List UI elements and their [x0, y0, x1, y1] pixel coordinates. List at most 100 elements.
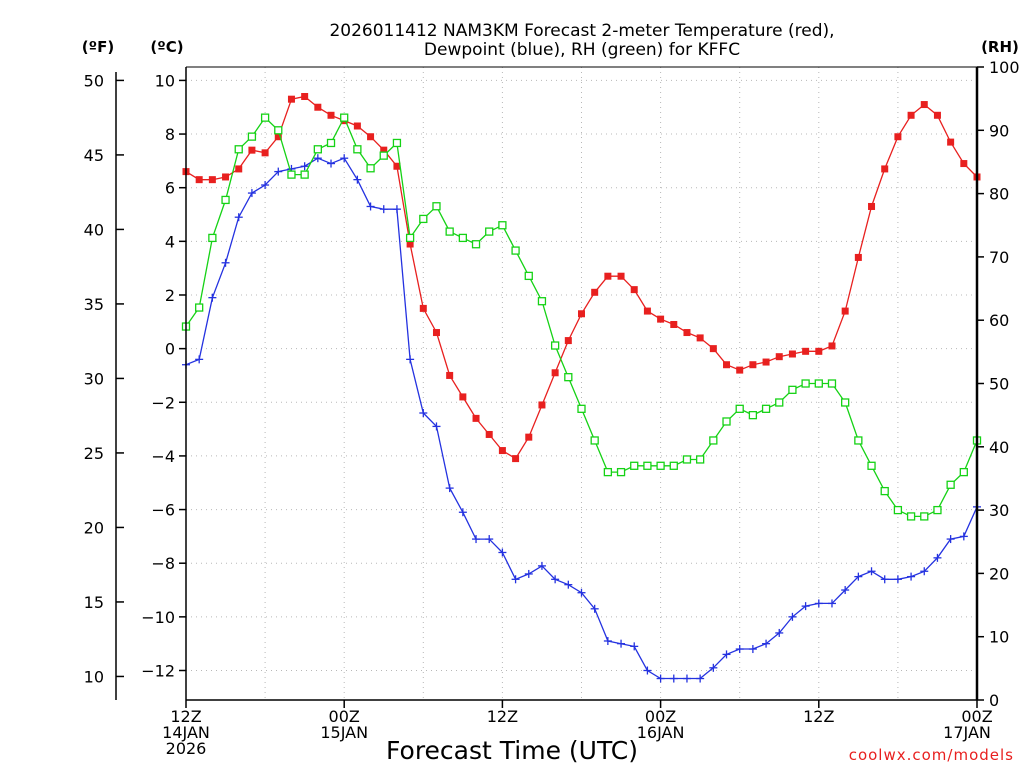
- dewpoint-point: [656, 674, 665, 683]
- rh-point: [511, 246, 520, 255]
- rh-point: [630, 461, 639, 470]
- temperature-point: [828, 342, 836, 350]
- rh-point: [590, 436, 599, 445]
- rh-point: [326, 138, 336, 148]
- rh-point: [340, 113, 349, 122]
- rh-tick-label: 30: [989, 501, 1009, 520]
- dewpoint-point: [907, 572, 916, 581]
- celsius-tick-label: −8: [151, 554, 175, 573]
- temperature-point: [222, 173, 230, 181]
- rh-tick-label: 40: [989, 438, 1009, 457]
- temperature-point: [947, 138, 955, 146]
- rh-point: [195, 303, 204, 312]
- celsius-unit-label: (ºC): [150, 38, 183, 56]
- rh-point: [801, 379, 810, 388]
- temperature-point: [327, 111, 335, 119]
- dewpoint-point: [696, 674, 705, 683]
- dewpoint-point: [195, 355, 204, 364]
- dewpoint-point: [472, 535, 481, 544]
- dewpoint-point: [511, 575, 520, 584]
- dewpoint-point: [788, 612, 797, 621]
- temperature-point: [406, 240, 414, 248]
- dewpoint-point: [814, 599, 823, 608]
- rh-point: [656, 461, 665, 470]
- dewpoint-point: [920, 567, 929, 576]
- celsius-tick-label: 10: [155, 71, 175, 90]
- fahrenheit-tick-label: 30: [84, 369, 104, 388]
- temperature-point: [788, 350, 796, 358]
- temperature-point: [393, 162, 401, 170]
- temperature-point: [643, 307, 651, 315]
- dewpoint-point: [379, 205, 388, 214]
- temperature-point: [459, 393, 467, 401]
- temperature-point: [749, 361, 757, 369]
- dewpoint-point: [590, 604, 599, 613]
- temperature-point: [670, 320, 678, 328]
- rh-point: [208, 233, 217, 243]
- rh-point: [366, 164, 375, 173]
- celsius-tick-label: 0: [165, 340, 175, 359]
- temperature-point: [578, 310, 585, 318]
- dewpoint-point: [762, 639, 771, 648]
- rh-point: [485, 227, 494, 236]
- temperature-point: [723, 361, 731, 369]
- temperature-point: [762, 358, 770, 366]
- rh-point: [880, 486, 889, 496]
- dewpoint-point: [959, 532, 968, 541]
- fahrenheit-unit-label: (ºF): [82, 38, 114, 56]
- rh-tick-label: 90: [989, 121, 1009, 140]
- dewpoint-point: [261, 181, 270, 190]
- celsius-tick-label: −10: [141, 608, 175, 627]
- rh-point: [537, 297, 547, 306]
- rh-point: [564, 373, 573, 382]
- rh-point: [379, 151, 388, 160]
- fahrenheit-tick-label: 15: [84, 593, 104, 612]
- dewpoint-point: [617, 639, 626, 648]
- temperature-point: [920, 101, 928, 109]
- dewpoint-point: [735, 645, 744, 654]
- credit-text: coolwx.com/models: [849, 746, 1014, 764]
- x-tick-label: 00Z: [645, 707, 676, 726]
- x-tick-label: 16JAN: [637, 723, 685, 742]
- rh-point: [274, 126, 283, 135]
- rh-point: [748, 410, 758, 420]
- celsius-tick-label: 2: [165, 286, 175, 305]
- dewpoint-point: [406, 355, 415, 364]
- rh-point: [959, 467, 968, 477]
- rh-point: [827, 379, 837, 388]
- chart-title-line-1: 2026011412 NAM3KM Forecast 2-meter Tempe…: [329, 21, 834, 41]
- temperature-point: [195, 176, 203, 184]
- temperature-point: [709, 345, 717, 353]
- temperature-point: [617, 272, 625, 280]
- temperature-point: [564, 337, 572, 345]
- dewpoint-point: [801, 602, 810, 611]
- rh-point: [867, 461, 876, 470]
- rh-tick-label: 70: [989, 248, 1009, 267]
- temperature-point: [314, 103, 322, 111]
- dewpoint-point: [709, 663, 718, 672]
- x-tick-label: 00Z: [961, 707, 992, 726]
- temperature-point: [512, 455, 520, 463]
- x-tick-label: 15JAN: [320, 723, 368, 742]
- rh-point: [735, 404, 744, 413]
- temperature-point: [933, 111, 941, 119]
- temperature-point: [551, 369, 559, 377]
- dewpoint-point: [854, 572, 863, 581]
- rh-point: [709, 436, 718, 445]
- rh-point: [841, 398, 850, 407]
- rh-point: [432, 202, 441, 211]
- dewpoint-point: [893, 575, 902, 584]
- temperature-point: [380, 146, 388, 154]
- rh-point: [550, 341, 560, 350]
- rh-tick-label: 0: [989, 691, 999, 710]
- temperature-point: [261, 149, 269, 157]
- temperature-point: [696, 334, 704, 342]
- series-temperature: [182, 93, 981, 463]
- rh-point: [524, 271, 533, 281]
- rh-point: [761, 404, 771, 413]
- temperature-point: [472, 414, 480, 422]
- rh-point: [682, 455, 692, 464]
- celsius-tick-label: −12: [141, 661, 175, 680]
- dewpoint-point: [682, 674, 691, 683]
